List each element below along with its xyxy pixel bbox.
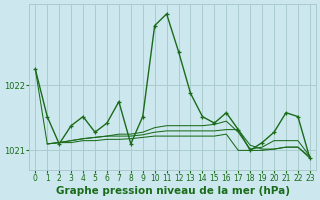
X-axis label: Graphe pression niveau de la mer (hPa): Graphe pression niveau de la mer (hPa) (56, 186, 290, 196)
